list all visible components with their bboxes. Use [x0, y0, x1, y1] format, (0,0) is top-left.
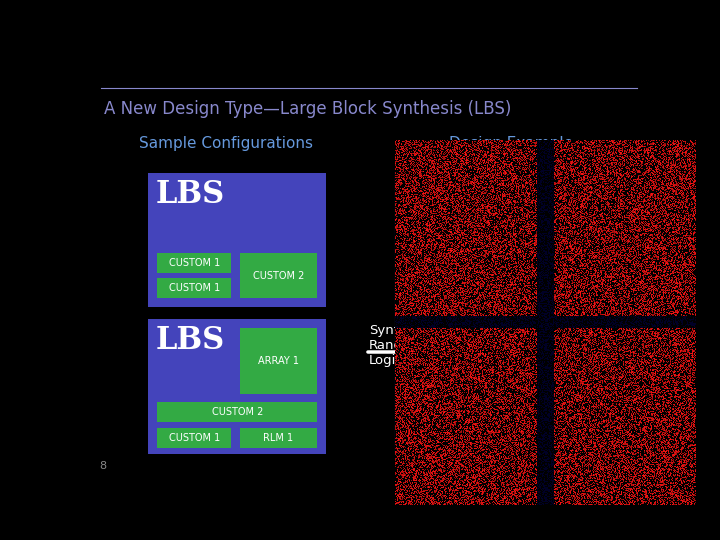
- Text: Mux + LAT + Compare: Mux + LAT + Compare: [526, 428, 612, 436]
- Text: Mux + LAT + Compare: Mux + LAT + Compare: [405, 238, 492, 247]
- Text: CUSTOM 1: CUSTOM 1: [168, 259, 220, 268]
- Bar: [520, 278, 617, 294]
- Text: A New Design Type—Large Block Synthesis (LBS): A New Design Type—Large Block Synthesis …: [104, 100, 511, 118]
- Text: Mux + LAT + Compare: Mux + LAT + Compare: [526, 260, 612, 269]
- Text: Mux + LAT + Compare: Mux + LAT + Compare: [405, 428, 492, 436]
- Text: Sample Configurations: Sample Configurations: [139, 136, 312, 151]
- Text: LBS: LBS: [156, 179, 225, 210]
- Bar: [158, 428, 231, 448]
- Bar: [400, 256, 497, 273]
- Text: Mux + LAT + Compare: Mux + LAT + Compare: [405, 384, 492, 394]
- Text: Mux + LAT + Compare: Mux + LAT + Compare: [526, 238, 612, 247]
- Text: Mux + LAT + Compare: Mux + LAT + Compare: [405, 281, 492, 291]
- Bar: [158, 253, 231, 273]
- Text: CUSTOM 2: CUSTOM 2: [212, 407, 263, 417]
- Text: Mux + LAT + Compare: Mux + LAT + Compare: [526, 384, 612, 394]
- Text: Mux + LAT + Compare: Mux + LAT + Compare: [405, 260, 492, 269]
- Bar: [240, 428, 317, 448]
- Bar: [520, 402, 617, 419]
- Text: CUSTOM 2: CUSTOM 2: [253, 271, 304, 281]
- Text: 8: 8: [99, 461, 107, 471]
- Text: CUSTOM 1: CUSTOM 1: [168, 433, 220, 443]
- Bar: [520, 381, 617, 397]
- Bar: [240, 253, 317, 298]
- Text: Mux + LAT + Compare: Mux + LAT + Compare: [526, 406, 612, 415]
- Text: LBS: LBS: [156, 325, 225, 356]
- Bar: [400, 423, 497, 441]
- Text: CUSTOM 1: CUSTOM 1: [168, 283, 220, 293]
- Text: RLM 1: RLM 1: [264, 433, 293, 443]
- FancyArrowPatch shape: [368, 347, 436, 357]
- Bar: [520, 256, 617, 273]
- Bar: [158, 278, 231, 298]
- Text: Synthesized
Random
Logic: Synthesized Random Logic: [369, 325, 450, 367]
- Bar: [400, 234, 497, 251]
- Bar: [400, 278, 497, 294]
- Bar: [148, 173, 326, 307]
- Text: Mux + LAT + Compare: Mux + LAT + Compare: [405, 406, 492, 415]
- Bar: [148, 319, 326, 454]
- Bar: [158, 402, 317, 422]
- Bar: [400, 402, 497, 419]
- Text: Design Example: Design Example: [449, 136, 573, 151]
- Text: Mux + LAT + Compare: Mux + LAT + Compare: [526, 281, 612, 291]
- Bar: [396, 173, 629, 454]
- Bar: [400, 381, 497, 397]
- Bar: [240, 328, 317, 394]
- Text: ARRAY 1: ARRAY 1: [258, 356, 299, 366]
- Bar: [520, 423, 617, 441]
- Bar: [520, 234, 617, 251]
